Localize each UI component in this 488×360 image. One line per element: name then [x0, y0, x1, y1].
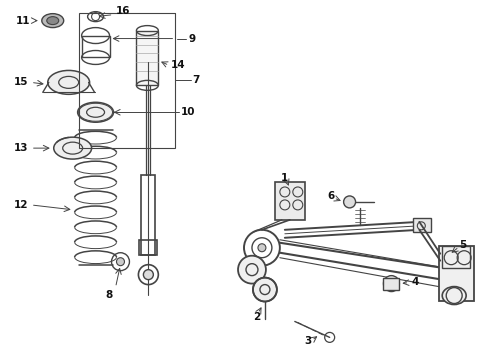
Circle shape [383, 276, 399, 292]
Bar [441, 246, 469, 268]
Ellipse shape [441, 287, 465, 305]
Ellipse shape [41, 14, 63, 28]
Bar [141, 175, 155, 255]
Text: 16: 16 [115, 6, 130, 15]
Bar [438, 246, 473, 301]
Circle shape [343, 196, 355, 208]
Text: 9: 9 [188, 33, 195, 44]
Circle shape [386, 280, 395, 288]
Bar [139, 240, 157, 255]
Text: 7: 7 [192, 75, 199, 85]
Bar [383, 278, 399, 289]
Text: 15: 15 [14, 77, 28, 87]
Text: 12: 12 [14, 200, 28, 210]
Circle shape [258, 244, 265, 252]
Circle shape [252, 278, 276, 302]
Bar [412, 218, 430, 232]
Text: 8: 8 [105, 289, 112, 300]
Text: 5: 5 [458, 240, 466, 250]
Ellipse shape [78, 102, 113, 122]
Text: 1: 1 [281, 173, 288, 183]
Bar [136, 31, 158, 85]
Text: 2: 2 [253, 312, 260, 323]
Text: 14: 14 [171, 60, 185, 71]
Bar [81, 36, 109, 58]
Ellipse shape [47, 17, 59, 24]
Bar [274, 182, 304, 220]
Circle shape [238, 256, 265, 284]
Ellipse shape [48, 71, 89, 94]
Ellipse shape [54, 137, 91, 159]
Circle shape [116, 258, 124, 266]
Circle shape [143, 270, 153, 280]
Bar [79, 13, 175, 148]
Text: 6: 6 [327, 191, 334, 201]
Text: 10: 10 [181, 107, 195, 117]
Text: 11: 11 [16, 15, 30, 26]
Text: 4: 4 [410, 276, 418, 287]
Text: 13: 13 [14, 143, 28, 153]
Text: 3: 3 [304, 336, 311, 346]
